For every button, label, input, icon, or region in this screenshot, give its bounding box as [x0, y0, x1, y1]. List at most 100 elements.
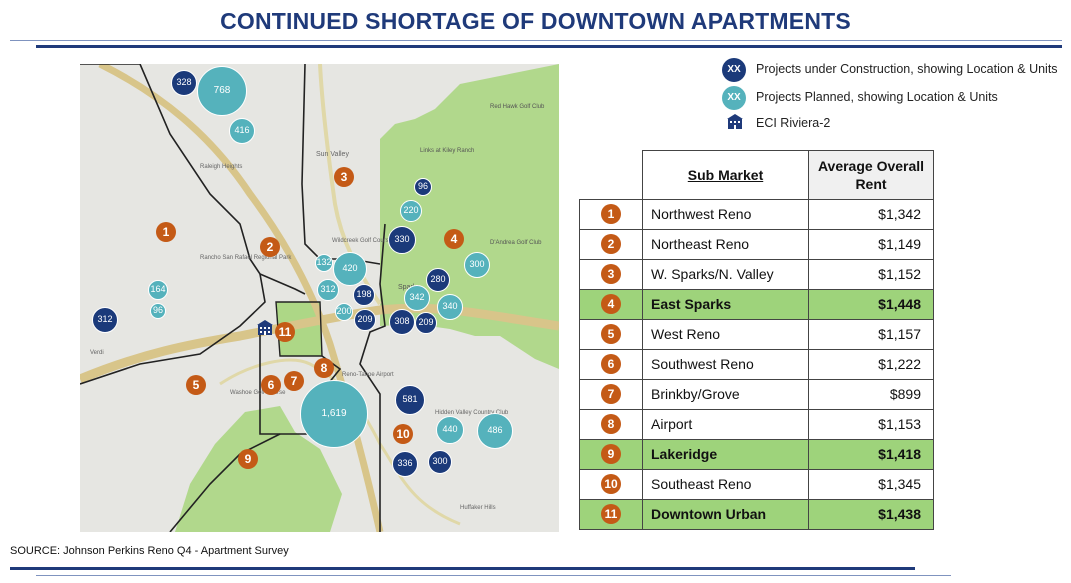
construction-marker[interactable]: 312	[92, 307, 118, 333]
planned-marker[interactable]: 440	[436, 416, 464, 444]
submarket-boundary-south	[169, 433, 281, 532]
submarket-number-cell: 11	[579, 498, 643, 530]
submarket-number-cell: 3	[579, 258, 643, 290]
planned-marker[interactable]: 486	[477, 413, 513, 449]
table-header-row: Sub Market Average Overall Rent	[579, 150, 934, 200]
table-row: 5 West Reno $1,157	[579, 318, 934, 350]
planned-marker[interactable]: 96	[150, 303, 166, 319]
submarket-badge-map[interactable]: 9	[238, 449, 258, 469]
construction-marker[interactable]: 209	[415, 312, 437, 334]
building-icon	[727, 114, 743, 129]
submarket-badge: 1	[601, 204, 621, 224]
submarket-number-cell: 7	[579, 378, 643, 410]
submarket-badge-map[interactable]: 1	[156, 222, 176, 242]
average-rent: $1,222	[808, 348, 934, 380]
planned-marker[interactable]: 300	[464, 252, 490, 278]
place-label-sun-valley: Sun Valley	[316, 151, 349, 158]
column-header-rent: Average Overall Rent	[808, 150, 934, 200]
place-label-hidden-valley: Hidden Valley Country Club	[435, 410, 509, 416]
table-row: 4 East Sparks $1,448	[579, 288, 934, 320]
title-divider-thick	[36, 45, 1062, 48]
submarket-number-cell: 8	[579, 408, 643, 440]
construction-marker[interactable]: 198	[353, 284, 375, 306]
legend-label-construction: Projects under Construction, showing Loc…	[756, 62, 1058, 76]
submarket-number-cell: 2	[579, 228, 643, 260]
planned-marker[interactable]: 164	[148, 280, 168, 300]
submarket-boundary-east	[359, 223, 386, 532]
average-rent: $899	[808, 378, 934, 410]
place-label-wildcreek: Wildcreek Golf Course	[332, 238, 393, 244]
planned-marker[interactable]: 342	[404, 285, 430, 311]
submarket-badge-map[interactable]: 2	[260, 237, 280, 257]
place-label-airport: Reno-Tahoe Airport	[342, 372, 394, 378]
reno-area-map[interactable]: Sun Valley Raleigh Heights Wildcreek Gol…	[80, 64, 559, 532]
submarket-badge-map[interactable]: 10	[393, 424, 413, 444]
planned-marker[interactable]: 200	[335, 303, 353, 321]
construction-marker[interactable]: 209	[354, 309, 376, 331]
submarket-badge: 6	[601, 354, 621, 374]
construction-marker[interactable]: 581	[395, 385, 425, 415]
submarket-name: West Reno	[642, 318, 809, 350]
construction-marker[interactable]: 328	[171, 70, 197, 96]
source-note: SOURCE: Johnson Perkins Reno Q4 - Apartm…	[10, 545, 289, 557]
table-row: 7 Brinkby/Grove $899	[579, 378, 934, 410]
submarket-rent-table: Sub Market Average Overall Rent 1 Northwe…	[579, 150, 934, 530]
submarket-badge-map[interactable]: 5	[186, 375, 206, 395]
construction-marker[interactable]: 96	[414, 178, 432, 196]
legend-label-eci: ECI Riviera-2	[756, 116, 831, 130]
submarket-badge: 4	[601, 294, 621, 314]
construction-marker[interactable]: 300	[428, 450, 452, 474]
submarket-badge-map[interactable]: 6	[261, 375, 281, 395]
submarket-number-cell: 4	[579, 288, 643, 320]
average-rent: $1,152	[808, 258, 934, 290]
planned-marker[interactable]: 416	[229, 118, 255, 144]
planned-marker[interactable]: 312	[317, 279, 339, 301]
submarket-name: Brinkby/Grove	[642, 378, 809, 410]
planned-marker[interactable]: 768	[197, 66, 247, 116]
construction-marker[interactable]: 330	[388, 226, 416, 254]
lakeridge-zone	[175, 406, 342, 532]
construction-marker[interactable]: 308	[389, 309, 415, 335]
submarket-badge: 5	[601, 324, 621, 344]
table-row: 11 Downtown Urban $1,438	[579, 498, 934, 530]
submarket-badge-map[interactable]: 4	[444, 229, 464, 249]
place-label-rancho-san-rafael: Rancho San Rafael Regional Park	[200, 255, 292, 261]
header-blank-cell	[579, 150, 643, 200]
construction-symbol: XX	[722, 58, 746, 82]
table-row: 10 Southeast Reno $1,345	[579, 468, 934, 500]
submarket-boundary-west	[80, 273, 266, 385]
submarket-name: Downtown Urban	[642, 498, 809, 530]
table-row: 9 Lakeridge $1,418	[579, 438, 934, 470]
planned-marker[interactable]: 220	[400, 200, 422, 222]
construction-marker[interactable]: 336	[392, 451, 418, 477]
table-row: 3 W. Sparks/N. Valley $1,152	[579, 258, 934, 290]
submarket-badge-map[interactable]: 7	[284, 371, 304, 391]
submarket-badge-map[interactable]: 3	[334, 167, 354, 187]
column-header-submarket[interactable]: Sub Market	[642, 150, 809, 200]
planned-marker[interactable]: 132	[315, 254, 333, 272]
average-rent: $1,149	[808, 228, 934, 260]
legend-eci: ECI Riviera-2	[722, 112, 1062, 136]
place-label-raleigh-heights: Raleigh Heights	[200, 164, 242, 170]
construction-marker[interactable]: 280	[426, 268, 450, 292]
column-header-rent-line1: Average Overall	[817, 157, 925, 174]
table-body: 1 Northwest Reno $1,342 2 Northeast Reno $1,1…	[579, 198, 934, 530]
planned-marker[interactable]: 1,619	[300, 380, 368, 448]
column-header-rent-line2: Rent	[855, 175, 887, 192]
eci-riviera-icon[interactable]	[256, 319, 274, 337]
submarket-number-cell: 5	[579, 318, 643, 350]
submarket-number-cell: 9	[579, 438, 643, 470]
average-rent: $1,345	[808, 468, 934, 500]
submarket-badge: 8	[601, 414, 621, 434]
submarket-badge-map[interactable]: 11	[275, 322, 295, 342]
footer-divider-thin	[36, 575, 951, 576]
submarket-name: East Sparks	[642, 288, 809, 320]
legend-label-planned: Projects Planned, showing Location & Uni…	[756, 90, 998, 104]
place-label-verdi: Verdi	[90, 350, 104, 356]
submarket-badge: 11	[601, 504, 621, 524]
submarket-badge-map[interactable]: 8	[314, 358, 334, 378]
place-label-dandrea: D'Andrea Golf Club	[490, 240, 542, 246]
planned-marker[interactable]: 340	[437, 294, 463, 320]
submarket-number-cell: 1	[579, 198, 643, 230]
planned-marker[interactable]: 420	[333, 252, 367, 286]
